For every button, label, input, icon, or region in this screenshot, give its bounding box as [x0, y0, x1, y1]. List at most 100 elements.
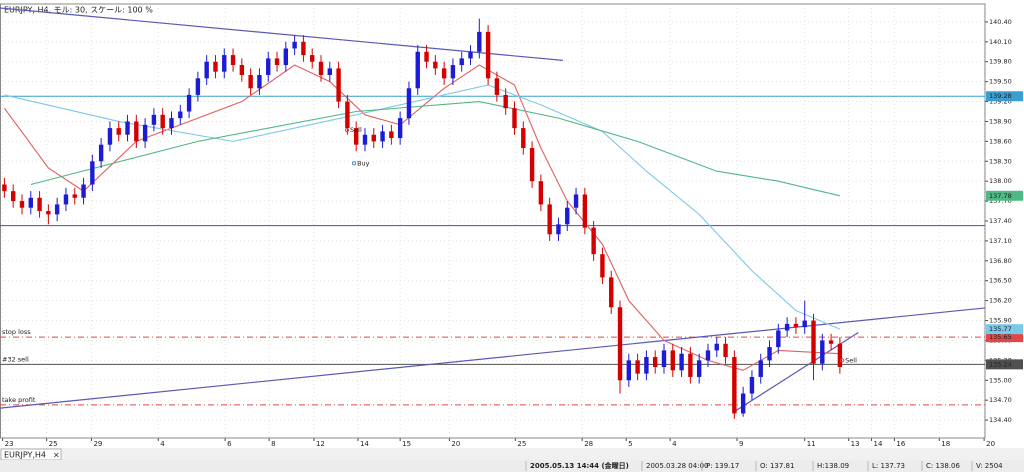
x-tick-label: 28 — [584, 440, 593, 448]
chart-title: EURJPY, H4, モル: 30, スケール: 100 % — [4, 6, 153, 15]
y-tick-label: 135.00 — [989, 376, 1012, 384]
candle-body — [134, 121, 139, 142]
candle-body — [494, 78, 500, 95]
candle-body — [644, 357, 649, 374]
x-tick-label: 13 — [851, 440, 860, 448]
candle-body — [609, 277, 614, 308]
candle-body — [2, 184, 7, 192]
candle-body — [503, 94, 508, 109]
candle-body — [301, 41, 306, 56]
candle-body — [433, 61, 438, 69]
candle-body — [828, 340, 834, 344]
signal-marker — [344, 127, 350, 133]
level-text: #32 sell — [2, 355, 29, 363]
candle-body — [107, 128, 113, 145]
signal-label: Buy — [357, 159, 370, 167]
price-box — [986, 91, 1023, 102]
plot-frame — [0, 3, 986, 439]
y-tick-label: 136.80 — [989, 257, 1012, 265]
candle-body — [54, 204, 60, 215]
candle-body — [793, 323, 799, 328]
x-tick-label: 20 — [451, 440, 460, 448]
candle-body — [178, 111, 183, 119]
candle-body — [406, 88, 412, 119]
candle-body — [582, 194, 588, 228]
candle-body — [116, 128, 121, 135]
candle-body — [63, 194, 69, 205]
candle-body — [556, 224, 561, 235]
candle-body — [266, 58, 271, 76]
y-tick-label: 137.40 — [989, 217, 1012, 225]
x-tick-label: 11 — [807, 440, 816, 448]
tab-bar — [0, 448, 1024, 460]
candle-body — [239, 65, 245, 76]
candle-body — [318, 61, 324, 76]
candle-body — [521, 128, 526, 149]
candle-body — [635, 360, 640, 374]
indicator-line — [30, 100, 841, 197]
y-tick-label: 134.70 — [989, 396, 1012, 404]
candle-body — [485, 31, 491, 79]
candle-body — [696, 360, 702, 377]
candle-body — [784, 323, 790, 331]
status-field: H:138.09 — [817, 462, 849, 470]
candle-body — [327, 68, 332, 76]
candle-body — [10, 191, 16, 202]
candle-body — [415, 51, 420, 89]
candle-body — [688, 353, 693, 377]
candle-body — [19, 201, 25, 208]
candle-body — [28, 197, 33, 208]
candle-body — [837, 343, 843, 367]
price-box-label: 135.24 — [989, 360, 1012, 368]
signal-label: Sell — [845, 356, 857, 364]
price-box-label: 135.65 — [989, 333, 1012, 341]
candle-body — [811, 320, 816, 364]
candle-body — [740, 393, 746, 414]
x-tick-label: 16 — [896, 440, 905, 448]
y-tick-label: 137.70 — [989, 197, 1012, 205]
x-tick-label: 9 — [739, 440, 743, 448]
trend-line — [732, 331, 859, 414]
candle-body — [353, 128, 359, 145]
candle-body — [125, 121, 130, 135]
y-tick-label: 137.10 — [989, 237, 1012, 245]
tab-label[interactable]: EURJPY,H4 — [4, 451, 46, 460]
candle-body — [670, 350, 675, 371]
x-tick-label: 4 — [160, 440, 165, 448]
candle-body — [617, 307, 623, 381]
tab-close[interactable]: × — [53, 451, 60, 460]
candle-body — [723, 343, 728, 358]
y-tick-label: 135.90 — [989, 317, 1012, 325]
candle-body — [380, 131, 385, 142]
candle-body — [758, 360, 763, 377]
candle-body — [160, 114, 165, 129]
candle-body — [37, 197, 42, 212]
y-tick-label: 138.00 — [989, 177, 1012, 185]
candle-body — [565, 207, 570, 225]
candle-body — [547, 204, 552, 235]
x-tick-label: 15 — [402, 440, 411, 448]
candle-body — [468, 51, 473, 59]
y-tick-label: 139.50 — [989, 78, 1012, 86]
candle-body — [169, 118, 174, 129]
candle-body — [204, 61, 209, 79]
status-field: L: 137.73 — [872, 462, 905, 470]
candle-body — [679, 353, 684, 371]
candle-body — [477, 31, 482, 52]
candle-body — [661, 350, 667, 367]
x-tick-label: 23 — [5, 440, 14, 448]
candle-body — [81, 184, 86, 198]
y-tick-label: 139.80 — [989, 58, 1012, 66]
candle-body — [424, 51, 429, 62]
status-field: P: 139.17 — [706, 462, 739, 470]
candle-body — [257, 75, 262, 89]
y-tick-label: 134.40 — [989, 416, 1012, 424]
candle-body — [186, 94, 192, 112]
y-tick-label: 136.50 — [989, 277, 1012, 285]
candle-body — [72, 194, 77, 198]
candle-body — [653, 357, 658, 367]
candle-body — [98, 144, 104, 162]
level-text: take profit — [2, 396, 36, 404]
y-tick-label: 139.20 — [989, 98, 1012, 106]
y-tick-label: 140.40 — [989, 18, 1012, 26]
